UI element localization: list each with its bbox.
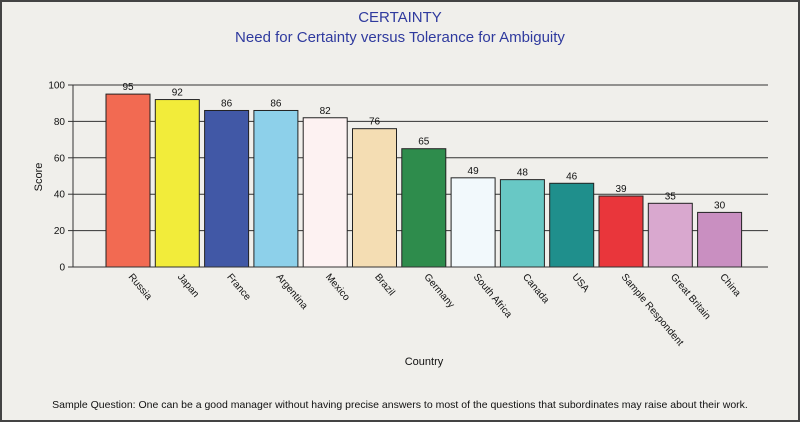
- x-tick-label: USA: [569, 272, 591, 295]
- y-axis-label: Score: [33, 163, 45, 192]
- x-tick-label: South Africa: [471, 272, 514, 321]
- y-tick-label: 60: [54, 153, 66, 164]
- x-tick-label: Russia: [126, 272, 154, 303]
- bar-usa: [549, 182, 595, 268]
- x-tick-label: Mexico: [323, 272, 352, 304]
- bar-canada: [499, 179, 545, 268]
- sample-question: Sample Question: One can be a good manag…: [52, 399, 748, 411]
- x-tick-label: Germany: [422, 272, 457, 311]
- y-tick-label: 80: [54, 117, 66, 128]
- x-tick-label: Brazil: [372, 272, 397, 298]
- bar-south-africa: [450, 177, 496, 268]
- axes: 0 20 40 60 80 100: [48, 81, 768, 274]
- bar-japan: [154, 99, 200, 268]
- bar-great-britain: [647, 202, 693, 268]
- y-tick-label: 0: [59, 263, 65, 274]
- bar-argentina: [253, 109, 299, 268]
- data-label: 92: [172, 88, 184, 99]
- data-label: 49: [468, 166, 480, 177]
- x-tick-label: Argentina: [274, 272, 310, 312]
- bar-brazil: [352, 128, 397, 268]
- bar-sample-respondent: [598, 195, 644, 268]
- bar-russia: [105, 93, 151, 268]
- x-tick-label: Japan: [175, 272, 201, 300]
- y-tick-label: 40: [54, 190, 66, 201]
- chart-subtitle: Need for Certainty versus Tolerance for …: [235, 29, 565, 46]
- data-label: 95: [122, 82, 134, 93]
- data-label: 82: [320, 106, 332, 117]
- x-tick-label: Canada: [520, 272, 551, 306]
- data-label: 46: [566, 171, 578, 182]
- data-label: 65: [418, 137, 430, 148]
- data-label: 35: [665, 191, 677, 202]
- bar-france: [204, 109, 250, 268]
- data-label: 48: [517, 168, 529, 179]
- chart-title: CERTAINTY: [358, 9, 442, 26]
- data-label: 76: [369, 117, 381, 128]
- y-tick-label: 20: [54, 226, 66, 237]
- data-label: 30: [714, 200, 726, 211]
- x-axis-label: Country: [405, 356, 444, 368]
- data-label: 39: [615, 184, 627, 195]
- bar-mexico: [302, 117, 348, 268]
- bar-germany: [401, 148, 447, 268]
- x-tick-label: France: [224, 272, 253, 303]
- bar-china: [697, 211, 743, 268]
- x-tick-label: China: [717, 272, 743, 299]
- bars: [105, 93, 743, 268]
- data-label: 86: [221, 98, 233, 109]
- y-tick-label: 100: [48, 81, 65, 92]
- x-tick-label: Great Britain: [668, 272, 713, 322]
- data-label: 86: [270, 98, 282, 109]
